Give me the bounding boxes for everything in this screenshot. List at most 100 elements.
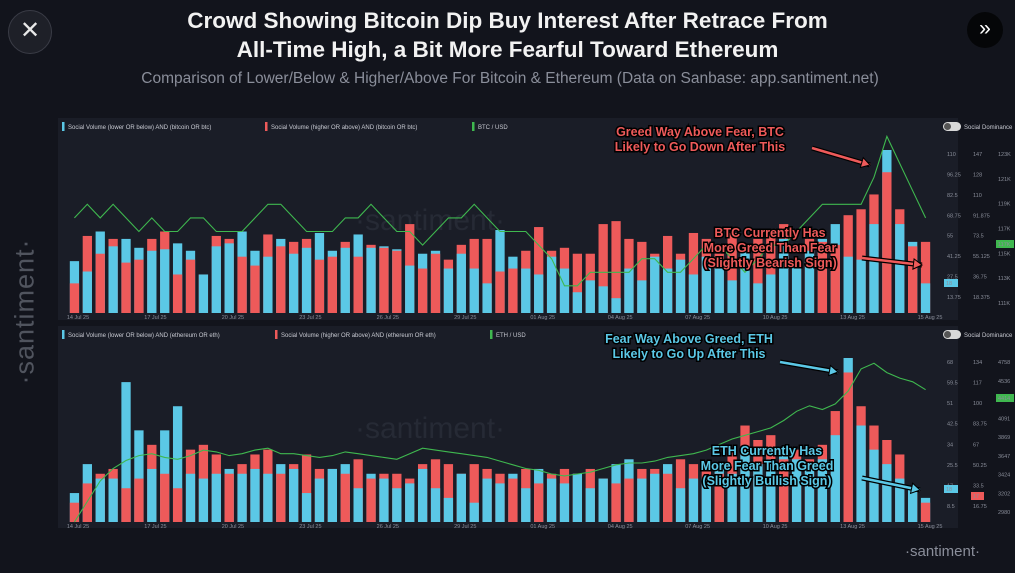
- eth-bar-higher: [340, 473, 350, 522]
- btc-y-tick-secondary: 128: [973, 172, 982, 178]
- btc-bar-lower: [856, 259, 866, 313]
- btc-bar-higher: [611, 221, 621, 313]
- eth-x-tick: 01 Aug 25: [530, 524, 555, 530]
- btc-bar-lower: [366, 247, 376, 313]
- eth-x-tick: 20 Jul 25: [222, 524, 244, 530]
- eth-y-tick-price: 2980: [998, 510, 1010, 516]
- btc-bar-higher: [95, 253, 105, 313]
- eth-bar-higher: [534, 483, 544, 522]
- eth-bar-lower: [598, 478, 608, 522]
- btc-legend-swatch-0: [62, 122, 65, 131]
- btc-current-price-badge: [996, 240, 1014, 248]
- btc-bar-lower: [340, 247, 350, 313]
- btc-bar-lower: [263, 256, 273, 313]
- eth-bar-lower: [740, 449, 750, 522]
- eth-bar-lower: [637, 478, 647, 522]
- eth-y-tick-secondary: 83.75: [973, 422, 987, 428]
- eth-bar-lower: [895, 478, 905, 522]
- eth-bar-higher: [82, 483, 92, 522]
- btc-bar-higher: [69, 283, 80, 313]
- eth-bar-higher: [779, 459, 789, 522]
- btc-legend-label-0: Social Volume (lower OR below) AND (bitc…: [68, 125, 211, 131]
- btc-y-tick-secondary: 147: [973, 152, 982, 158]
- eth-y-tick-price: 4536: [998, 379, 1010, 385]
- eth-bar-lower: [701, 478, 711, 522]
- btc-bar-higher: [572, 253, 583, 313]
- eth-bar-lower: [727, 473, 737, 522]
- btc-bar-higher: [314, 259, 325, 313]
- btc-y-tick-secondary: 73.5: [973, 234, 984, 240]
- eth-bar-higher: [301, 454, 312, 522]
- eth-bar-lower: [237, 473, 247, 522]
- btc-bar-lower: [160, 249, 170, 313]
- btc-bar-higher: [237, 256, 247, 313]
- btc-bar-lower: [869, 224, 879, 313]
- eth-bar-lower: [791, 459, 802, 522]
- btc-bar-higher: [534, 227, 544, 313]
- eth-y-tick-volume: 51: [947, 401, 953, 407]
- btc-bar-lower: [224, 243, 234, 313]
- btc-bar-higher: [417, 268, 428, 313]
- btc-bar-lower: [482, 283, 492, 313]
- btc-bar-higher: [908, 246, 918, 313]
- btc-bar-lower: [572, 292, 583, 313]
- eth-bar-higher: [172, 488, 183, 522]
- eth-bar-lower: [134, 430, 144, 522]
- eth-bar-higher: [508, 478, 518, 522]
- eth-bar-lower: [908, 488, 918, 522]
- eth-x-tick: 14 Jul 25: [67, 524, 89, 530]
- eth-bar-lower: [830, 435, 840, 522]
- eth-bar-lower: [675, 488, 686, 522]
- eth-bar-lower: [559, 483, 570, 522]
- btc-x-tick: 20 Jul 25: [222, 315, 244, 321]
- eth-bar-lower: [766, 459, 776, 522]
- eth-top-arrow: [779, 360, 839, 374]
- eth-y-tick-secondary: 67: [973, 442, 979, 448]
- eth-bar-lower: [121, 382, 131, 522]
- btc-bar-higher: [185, 259, 196, 313]
- eth-bar-lower: [650, 473, 660, 522]
- eth-y-tick-secondary: 33.5: [973, 483, 984, 489]
- btc-bar-lower: [688, 274, 699, 313]
- eth-bar-lower: [869, 449, 879, 522]
- btc-y-tick-secondary: 18.375: [973, 295, 990, 301]
- eth-x-tick: 15 Aug 25: [918, 524, 943, 530]
- btc-bar-lower: [753, 283, 763, 313]
- eth-y-tick-secondary: 100: [973, 401, 982, 407]
- eth-bar-lower: [289, 468, 299, 522]
- forward-button[interactable]: »: [967, 12, 1003, 48]
- btc-y-tick-price: 111K: [998, 301, 1010, 307]
- eth-now-annotation-line-3: (Slightly Bullish Sign): [702, 474, 831, 488]
- eth-bar-higher: [121, 488, 131, 522]
- btc-bar-higher: [121, 262, 131, 313]
- close-button[interactable]: ✕: [8, 10, 52, 54]
- btc-bar-higher: [482, 238, 492, 313]
- eth-legend-swatch-2: [490, 330, 493, 339]
- btc-y-tick-price: 117K: [998, 227, 1011, 233]
- btc-y-tick-secondary: 55.125: [973, 254, 990, 260]
- btc-legend-swatch-2: [472, 122, 475, 131]
- eth-x-tick: 10 Aug 25: [763, 524, 788, 530]
- eth-x-tick: 17 Jul 25: [144, 524, 166, 530]
- eth-y-tick-volume: 42.5: [947, 422, 958, 428]
- btc-bar-lower: [766, 274, 776, 313]
- btc-bar-higher: [250, 265, 260, 313]
- eth-bar-higher: [624, 478, 634, 522]
- btc-now-arrow: [861, 256, 923, 267]
- eth-bar-lower: [172, 406, 183, 522]
- btc-x-tick: 23 Jul 25: [299, 315, 321, 321]
- eth-bar-higher: [134, 478, 144, 522]
- eth-bar-lower: [585, 488, 595, 522]
- btc-bar-lower: [740, 250, 750, 313]
- eth-current-volume-badge: [944, 485, 958, 493]
- bottom-brand: ·santiment·: [905, 543, 981, 560]
- eth-x-tick: 23 Jul 25: [299, 524, 321, 530]
- btc-bar-lower: [804, 250, 815, 313]
- btc-bar-lower: [637, 280, 647, 313]
- btc-bar-lower: [843, 256, 853, 313]
- btc-y-tick-volume: 82.5: [947, 193, 958, 199]
- eth-legend-label-1: Social Volume (higher OR above) AND (eth…: [281, 333, 436, 339]
- btc-bar-lower: [611, 298, 621, 313]
- btc-bar-lower: [108, 246, 118, 313]
- btc-y-tick-price: 119K: [998, 202, 1011, 208]
